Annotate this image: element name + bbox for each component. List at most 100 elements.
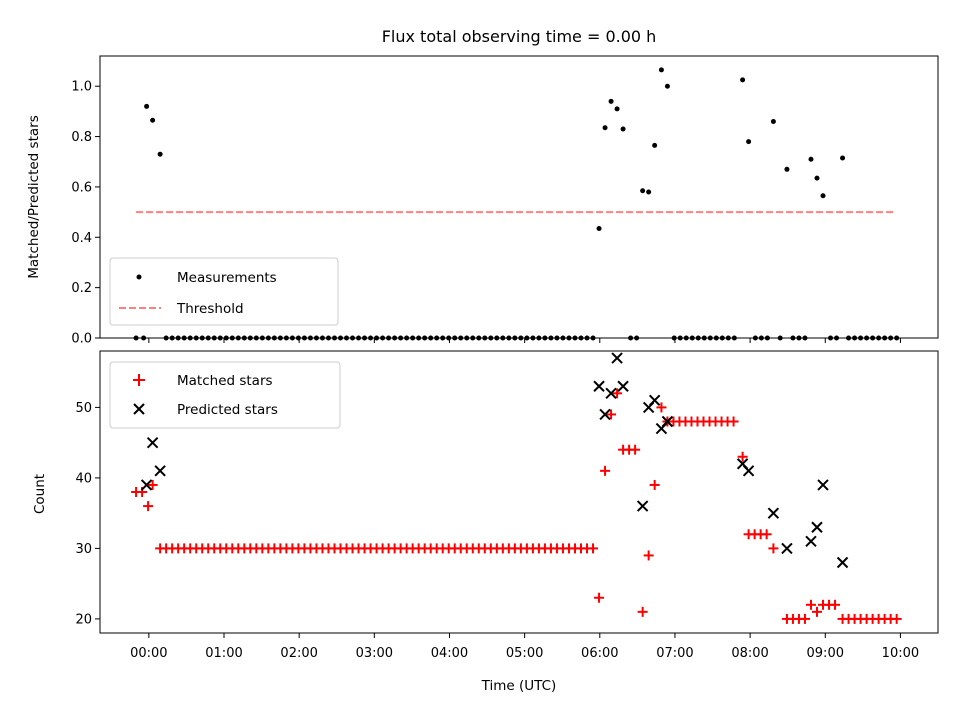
top-y-tick-label: 0.0 bbox=[71, 332, 92, 347]
predicted-star-point bbox=[593, 380, 605, 392]
legend-measurements-marker bbox=[136, 274, 142, 280]
measurement-point bbox=[808, 156, 814, 162]
legend-matched-label: Matched stars bbox=[177, 373, 273, 389]
predicted-star-point bbox=[805, 535, 817, 548]
matched-star-point bbox=[656, 402, 667, 413]
measurement-point bbox=[820, 193, 826, 199]
bottom-legend-frame bbox=[109, 361, 341, 429]
matched-star-point bbox=[643, 550, 654, 561]
measurement-point bbox=[664, 83, 670, 89]
bottom-y-ticks: 20 30 40 50 bbox=[75, 401, 100, 627]
predicted-star-point bbox=[811, 521, 823, 533]
bottom-legend: Matched stars Predicted stars bbox=[109, 361, 341, 429]
matched-star-point bbox=[811, 606, 822, 617]
top-y-tick-label: 0.2 bbox=[71, 281, 92, 296]
predicted-star-point bbox=[599, 408, 611, 421]
predicted-star-point bbox=[636, 500, 649, 512]
x-tick-label: 05:00 bbox=[506, 646, 543, 661]
bottom-y-tick-label: 50 bbox=[75, 401, 92, 416]
x-tick-label: 01:00 bbox=[205, 646, 242, 661]
bottom-axes-frame bbox=[99, 350, 939, 634]
measurement-point bbox=[840, 155, 846, 161]
top-y-tick-label: 0.6 bbox=[71, 180, 92, 195]
measurement-point bbox=[746, 139, 752, 145]
measurement-point bbox=[596, 225, 602, 231]
top-panel: 0.0 0.2 0.4 0.6 0.8 1.0 Matched/Predicted sta… bbox=[26, 55, 939, 347]
chart-title: Flux total observing time = 0.00 h bbox=[382, 27, 657, 46]
bottom-y-tick-label: 30 bbox=[75, 542, 92, 557]
x-tick-label: 09:00 bbox=[807, 646, 844, 661]
x-tick-label: 00:00 bbox=[130, 646, 167, 661]
matched-star-point bbox=[761, 529, 772, 540]
x-tick-label: 10:00 bbox=[882, 646, 919, 661]
predicted-star-point bbox=[661, 415, 674, 428]
x-tick-label: 08:00 bbox=[731, 646, 768, 661]
predicted-star-point bbox=[154, 465, 166, 477]
bottom-y-tick-label: 20 bbox=[75, 612, 92, 627]
matched-star-point bbox=[588, 543, 599, 554]
top-x-ticks bbox=[148, 338, 901, 343]
predicted-star-point bbox=[836, 556, 849, 569]
measurement-point bbox=[602, 125, 608, 131]
measurement-point bbox=[652, 142, 658, 148]
x-tick-label: 07:00 bbox=[656, 646, 693, 661]
top-y-axis-label: Matched/Predicted stars bbox=[26, 115, 42, 278]
measurement-point bbox=[144, 103, 150, 109]
top-y-ticks: 0.0 0.2 0.4 0.6 0.8 1.0 bbox=[71, 80, 100, 347]
measurement-point bbox=[150, 117, 156, 123]
x-axis-label: Time (UTC) bbox=[481, 678, 557, 694]
bottom-y-tick-label: 40 bbox=[75, 471, 92, 486]
predicted-star-point bbox=[617, 380, 629, 392]
measurement-point bbox=[658, 67, 664, 73]
legend-predicted-label: Predicted stars bbox=[177, 402, 278, 418]
matched-star-point bbox=[612, 388, 623, 399]
top-y-tick-label: 0.8 bbox=[71, 130, 92, 145]
matched-star-point bbox=[606, 409, 617, 420]
top-axes-frame bbox=[99, 55, 939, 339]
legend-threshold-label: Threshold bbox=[176, 301, 244, 317]
matched-star-point bbox=[799, 613, 810, 624]
matched-star-point bbox=[143, 501, 154, 512]
matched-star-point bbox=[830, 599, 841, 610]
predicted-star-point bbox=[742, 465, 755, 477]
measurement-point bbox=[614, 106, 620, 112]
bottom-y-axis-label: Count bbox=[32, 474, 48, 514]
x-tick-label: 02:00 bbox=[280, 646, 317, 661]
matched-star-point bbox=[891, 613, 902, 624]
measurement-point bbox=[770, 118, 776, 124]
measurement-point bbox=[814, 175, 820, 181]
top-legend-frame bbox=[109, 257, 339, 326]
legend-matched-marker bbox=[133, 374, 145, 386]
top-legend: Measurements Threshold bbox=[109, 257, 339, 326]
matched-star-point bbox=[630, 444, 641, 455]
x-tick-label: 06:00 bbox=[581, 646, 618, 661]
measurement-point bbox=[646, 189, 652, 195]
matched-star-point bbox=[637, 606, 648, 617]
predicted-star-point bbox=[817, 479, 829, 491]
top-plot-area bbox=[133, 67, 900, 341]
measurement-point bbox=[640, 188, 646, 194]
matched-star-point bbox=[768, 543, 779, 554]
legend-measurements-label: Measurements bbox=[177, 270, 277, 286]
measurement-point bbox=[620, 126, 626, 132]
predicted-star-point bbox=[781, 542, 793, 555]
predicted-star-point bbox=[767, 507, 780, 519]
top-y-tick-label: 0.4 bbox=[71, 231, 92, 246]
x-tick-label: 04:00 bbox=[431, 646, 468, 661]
matched-star-point bbox=[649, 479, 660, 490]
measurement-point bbox=[784, 166, 790, 172]
matched-star-point bbox=[728, 416, 739, 427]
measurement-point bbox=[608, 98, 614, 104]
matched-star-point bbox=[594, 592, 605, 603]
matched-star-point bbox=[737, 451, 748, 462]
predicted-star-point bbox=[611, 352, 623, 364]
matched-star-point bbox=[600, 465, 611, 476]
measurement-point bbox=[740, 77, 746, 83]
x-tick-label: 03:00 bbox=[356, 646, 393, 661]
predicted-star-point bbox=[648, 394, 661, 407]
bottom-x-ticks: 00:00 01:00 02:00 03:00 04:00 05:00 06:00 07:00… bbox=[130, 633, 919, 661]
top-y-tick-label: 1.0 bbox=[71, 80, 92, 95]
